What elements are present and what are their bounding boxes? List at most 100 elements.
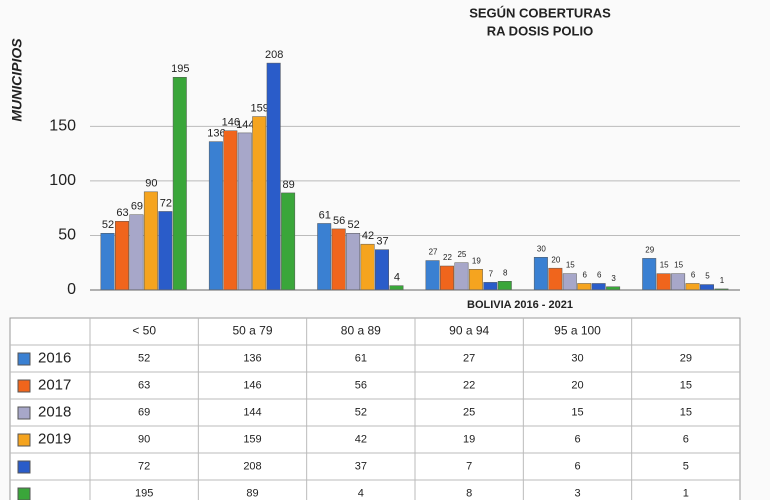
value-label: 1 [720,276,725,285]
bar [483,282,498,291]
bar [497,281,512,291]
table-cell: 69 [138,406,150,418]
bar [100,233,115,291]
table-cell: 195 [135,487,153,499]
table-cell: 159 [243,433,261,445]
value-label: 90 [145,178,157,190]
chart-title: SEGÚN COBERTURAS [469,5,611,20]
bar [237,132,252,291]
table-cell: 6 [574,433,580,445]
bar [252,116,267,291]
y-tick-label: 150 [49,118,76,135]
x-tick-label: < 50 [132,324,156,338]
bar [172,77,187,291]
value-label: 15 [566,261,575,270]
y-tick-label: 50 [58,227,76,244]
x-tick-label: 80 a 89 [341,324,381,338]
table-cell: 144 [243,406,261,418]
table-cell: 3 [574,487,580,499]
value-label: 37 [376,236,388,248]
bar [389,285,404,291]
table-cell: 37 [355,460,367,472]
table-cell: 90 [138,433,150,445]
value-label: 146 [222,117,240,129]
bar [642,258,657,291]
bar [281,192,296,291]
value-label: 136 [207,128,225,140]
value-label: 195 [171,63,189,75]
bar [360,243,375,291]
value-label: 56 [333,215,345,227]
value-label: 52 [102,219,114,231]
bar [454,262,469,291]
table-cell: 63 [138,379,150,391]
value-label: 89 [282,179,294,191]
table-cell: 56 [355,379,367,391]
bar [468,269,483,291]
value-label: 61 [319,209,331,221]
bar [577,283,592,291]
x-tick-label: 90 a 94 [449,324,489,338]
table-cell: 7 [466,460,472,472]
table-cell: 8 [466,487,472,499]
legend-label: 2018 [38,403,71,420]
table-cell: 22 [463,379,475,391]
value-label: 7 [489,269,494,278]
bar [375,249,389,291]
value-label: 52 [347,219,359,231]
table-cell: 15 [680,406,692,418]
bar [346,233,361,291]
value-label: 42 [362,230,374,242]
bar [158,211,173,291]
table-cell: 146 [243,379,261,391]
bar [208,141,223,291]
table-cell: 15 [571,406,583,418]
legend-label: 2019 [38,430,71,447]
value-label: 69 [131,201,143,213]
bar [129,214,144,291]
y-tick-label: 0 [67,281,76,298]
table-cell: 6 [574,460,580,472]
value-label: 4 [394,272,400,284]
table-cell: 19 [463,433,475,445]
table-cell: 42 [355,433,367,445]
legend-swatch [17,379,31,393]
y-tick-label: 100 [49,172,76,189]
x-tick-label: 95 a 100 [554,324,601,338]
bar [591,283,606,291]
value-label: 22 [443,253,452,262]
table-cell: 29 [680,352,692,364]
value-label: 29 [645,245,654,254]
table-cell: 5 [683,460,689,472]
bar [223,130,238,291]
legend-label: 2016 [38,349,71,366]
value-label: 20 [551,255,560,264]
table-cell: 52 [138,352,150,364]
legend-swatch [17,487,31,500]
table-cell: 4 [358,487,364,499]
bar [671,273,686,291]
bar [562,273,577,291]
value-label: 3 [611,274,616,283]
value-label: 15 [674,261,683,270]
table-cell: 30 [571,352,583,364]
table-cell: 61 [355,352,367,364]
bar [548,267,563,291]
value-label: 144 [236,119,254,131]
table-frame [9,317,741,500]
bar [440,265,454,291]
bar [656,273,671,291]
value-label: 6 [582,271,587,280]
bar [533,257,548,291]
value-label: 25 [457,250,466,259]
value-label: 8 [503,268,508,277]
legend-swatch [17,433,31,447]
table-cell: 1 [683,487,689,499]
bar [266,62,281,291]
chart-subtitle: RA DOSIS POLIO [487,23,593,38]
value-label: 63 [116,207,128,219]
legend-swatch [17,406,31,420]
table-cell: 6 [683,433,689,445]
bar [700,284,714,291]
value-label: 19 [472,256,481,265]
